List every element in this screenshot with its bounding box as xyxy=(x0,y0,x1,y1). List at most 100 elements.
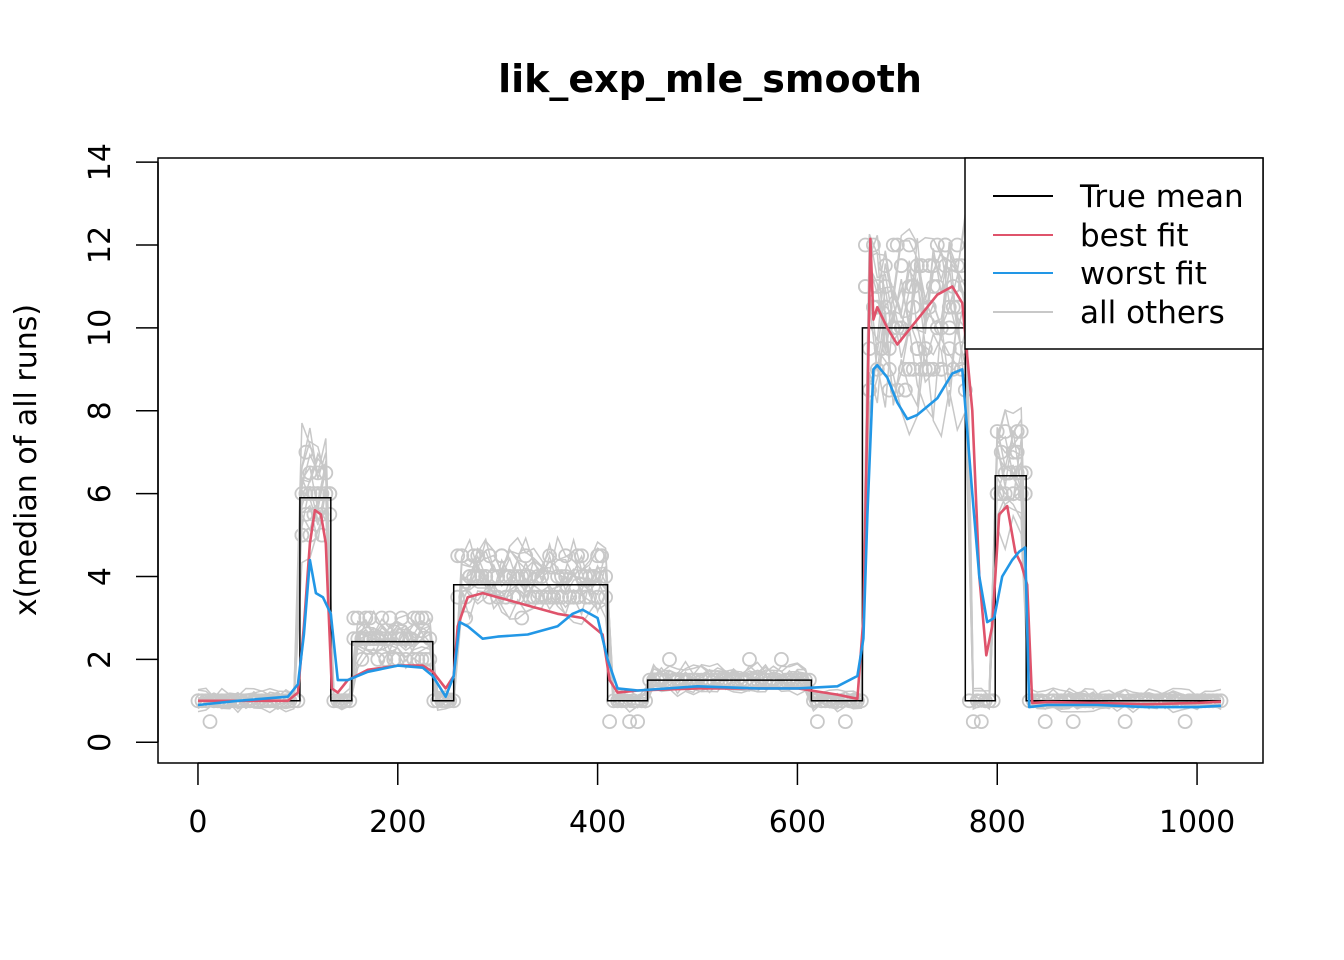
observation-point xyxy=(913,258,929,274)
observation-point xyxy=(1177,714,1193,729)
y-tick-label: 8 xyxy=(83,401,118,420)
legend-label-best-fit: best fit xyxy=(1080,218,1189,254)
observation-point xyxy=(518,548,534,564)
y-tick-label: 12 xyxy=(83,226,118,264)
observation-point xyxy=(905,279,921,294)
observation-point xyxy=(422,652,438,667)
observation-point xyxy=(550,569,565,584)
observation-point xyxy=(394,631,410,647)
y-tick-label: 10 xyxy=(83,309,118,347)
observation-point xyxy=(358,631,374,647)
observation-point xyxy=(490,589,506,605)
observation-point xyxy=(542,548,557,564)
legend-box xyxy=(964,157,1264,350)
observation-point xyxy=(941,299,957,315)
observation-point xyxy=(897,382,913,398)
observation-point xyxy=(494,548,510,564)
observation-point xyxy=(893,258,909,274)
worst-fit-line xyxy=(197,363,1222,709)
y-axis-label: x(median of all runs) xyxy=(9,304,44,616)
observation-point xyxy=(905,361,921,377)
observation-point xyxy=(414,610,430,626)
observation-point xyxy=(578,589,593,605)
observation-point xyxy=(466,548,482,564)
observation-point xyxy=(598,589,613,605)
observation-point xyxy=(530,569,546,584)
observation-point xyxy=(554,589,569,605)
observation-point xyxy=(374,610,390,626)
observation-point xyxy=(354,652,370,667)
observation-point xyxy=(514,569,530,584)
observation-point xyxy=(318,465,334,481)
observation-point xyxy=(506,589,522,605)
observation-point xyxy=(590,589,605,605)
observation-point xyxy=(322,507,338,522)
observation-point xyxy=(877,279,893,294)
observation-point xyxy=(889,382,905,398)
observation-point xyxy=(478,569,494,584)
observation-point xyxy=(1013,486,1029,502)
observation-point xyxy=(869,299,885,315)
observation-point xyxy=(474,569,490,584)
legend: True mean best fit worst fit all others xyxy=(964,157,1264,350)
observation-point xyxy=(622,714,637,729)
observation-point xyxy=(941,341,957,357)
observation-point xyxy=(302,465,318,481)
observation-point xyxy=(450,589,466,605)
observation-point xyxy=(997,486,1013,502)
observation-point xyxy=(566,589,581,605)
observation-point xyxy=(590,548,605,564)
observation-point xyxy=(1009,465,1025,481)
observation-point xyxy=(989,424,1005,439)
observation-point xyxy=(542,589,557,605)
observation-point xyxy=(314,527,330,543)
y-axis: 0 2 4 6 8 10 12 14 xyxy=(83,143,159,752)
observation-point xyxy=(522,589,538,605)
observation-point xyxy=(490,569,506,584)
observation-point xyxy=(1009,424,1025,439)
observation-point xyxy=(362,610,378,626)
observation-point xyxy=(1005,444,1021,460)
observation-point xyxy=(929,237,945,253)
x-tick-label: 0 xyxy=(188,805,207,840)
observation-point xyxy=(550,589,565,605)
observation-point xyxy=(945,279,961,294)
x-axis: 0 200 400 600 800 1000 xyxy=(188,762,1235,840)
observation-point xyxy=(298,444,314,460)
observation-point xyxy=(582,589,597,605)
observation-point xyxy=(937,237,953,253)
observation-point xyxy=(582,569,597,584)
observation-point xyxy=(877,299,893,315)
observation-point xyxy=(382,631,398,647)
observation-point xyxy=(526,589,542,605)
observation-point xyxy=(482,548,498,564)
y-tick-label: 14 xyxy=(83,143,118,181)
x-tick-label: 1000 xyxy=(1159,805,1235,840)
observation-point xyxy=(450,548,466,564)
observation-point xyxy=(298,486,314,502)
observation-point xyxy=(869,361,885,377)
observation-point xyxy=(470,548,486,564)
observation-point xyxy=(454,548,470,564)
observation-point xyxy=(662,652,677,667)
observation-point xyxy=(546,589,561,605)
observation-point xyxy=(402,631,418,647)
observation-point xyxy=(909,258,925,274)
observation-point xyxy=(989,486,1005,502)
observation-point xyxy=(945,299,961,315)
observation-point xyxy=(570,589,585,605)
observation-point xyxy=(921,299,937,315)
observation-point xyxy=(889,237,905,253)
observation-point xyxy=(1017,486,1033,502)
observation-point xyxy=(554,569,569,584)
x-tick-label: 800 xyxy=(969,805,1026,840)
observation-point xyxy=(294,527,310,543)
observation-point xyxy=(378,652,394,667)
observation-point xyxy=(909,341,925,357)
observation-point xyxy=(1037,714,1053,729)
observation-point xyxy=(314,486,330,502)
observation-point xyxy=(917,361,933,377)
observation-point xyxy=(594,548,609,564)
observation-point xyxy=(422,631,438,647)
observation-point xyxy=(370,652,386,667)
